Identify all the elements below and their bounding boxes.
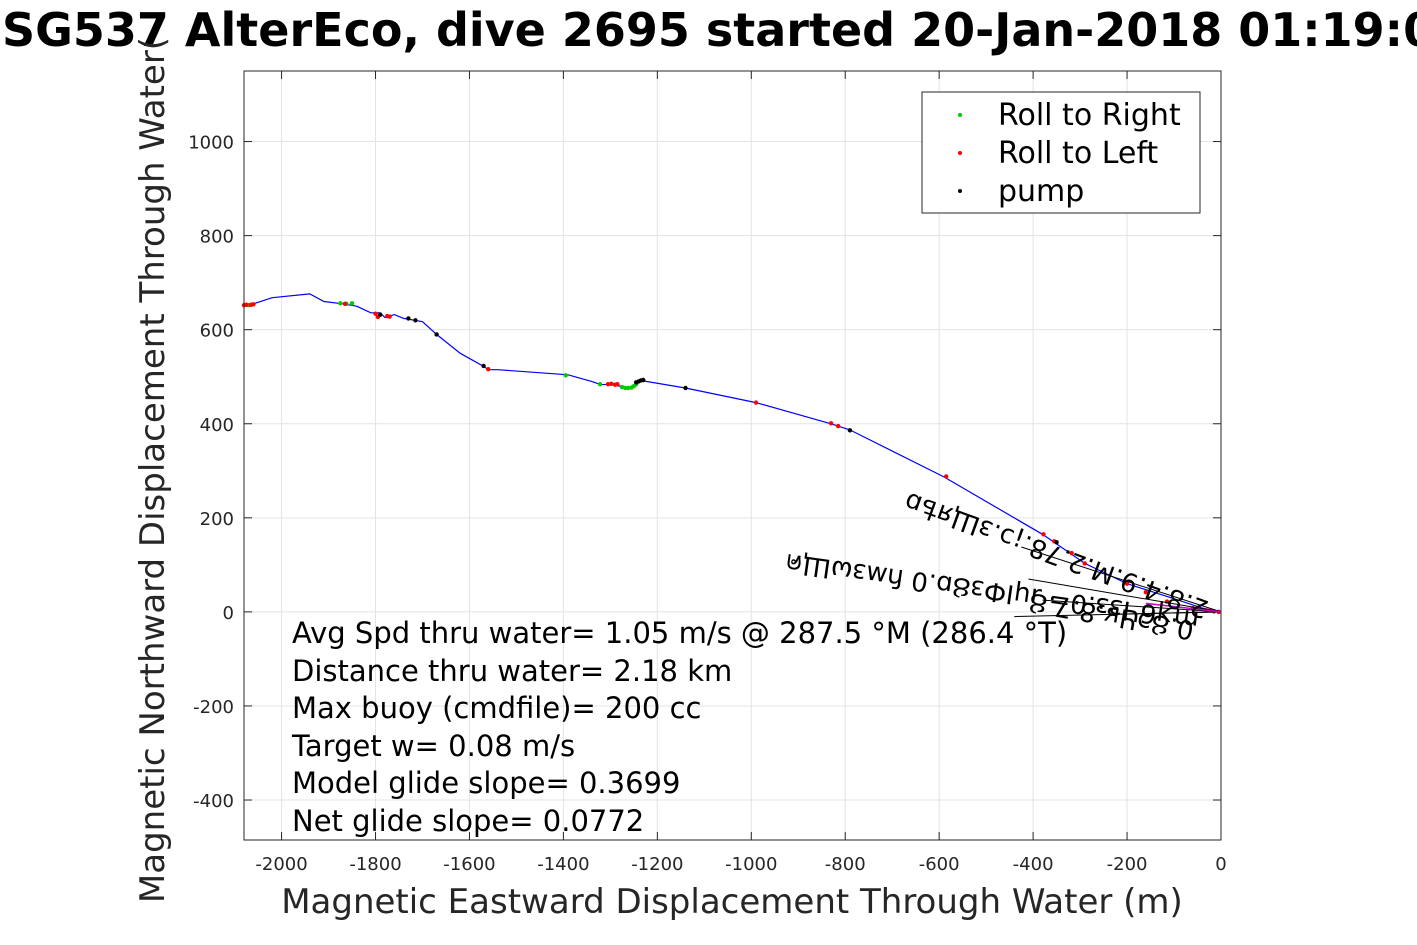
roll-left-point [486, 366, 491, 372]
y-tick-label: -400 [193, 791, 234, 812]
pump-point [434, 332, 439, 337]
pump-point [683, 385, 688, 391]
annotation-block: Avg Spd thru water= 1.05 m/s @ 287.5 °M … [291, 616, 1067, 838]
x-tick-label: -1600 [443, 854, 495, 875]
roll-right-point [563, 373, 568, 378]
y-tick-label: 600 [200, 321, 234, 342]
legend-label-roll-left: Roll to Left [998, 136, 1158, 171]
y-tick-label: 400 [200, 415, 234, 436]
x-tick-label: -1400 [537, 854, 589, 875]
x-tick-label: -2000 [255, 854, 307, 875]
grid-lines [244, 71, 1222, 840]
track-layer [243, 293, 1222, 613]
pump-point [481, 363, 486, 369]
x-tick-label: -400 [1013, 854, 1054, 875]
heading-line [1112, 611, 1222, 615]
roll-left-point [605, 382, 611, 387]
roll-left-point [1124, 581, 1130, 586]
roll-right-point [338, 301, 343, 306]
roll-left-point [342, 301, 348, 307]
roll-left-point [944, 474, 949, 479]
roll-left-point [373, 311, 378, 316]
roll-right-point [597, 382, 603, 387]
roll-right-point [349, 301, 355, 306]
y-tick-label: 0 [223, 603, 234, 624]
x-tick-label: -1000 [725, 854, 777, 875]
x-tick-label: -200 [1107, 854, 1148, 875]
annotation-avg-speed: Avg Spd thru water= 1.05 m/s @ 287.5 °M … [292, 616, 1067, 650]
annotation-distance: Distance thru water= 2.18 km [292, 654, 732, 688]
annotation-model-glide: Model glide slope= 0.3699 [292, 766, 680, 800]
roll-left-point [1069, 550, 1074, 556]
y-tick-label: -200 [193, 697, 234, 718]
x-tick-label: -1800 [349, 854, 401, 875]
x-tick-label: -800 [825, 854, 866, 875]
roll-left-point [615, 382, 620, 387]
legend-label-pump: pump [998, 174, 1084, 209]
x-tick-label: -1200 [631, 854, 683, 875]
legend: Roll to Right Roll to Left pump [921, 91, 1201, 214]
y-tick-label: 800 [200, 227, 234, 248]
pump-point [406, 316, 411, 321]
roll-left-point [1041, 532, 1046, 537]
y-axis-label: Magnetic Northward Displacement Through … [133, 37, 173, 903]
annotation-net-glide: Net glide slope= 0.0772 [292, 804, 644, 838]
x-axis-label: Magnetic Eastward Displacement Through W… [281, 882, 1183, 922]
y-tick-label: 1000 [188, 133, 234, 154]
annotation-target-w: Target w= 0.08 m/s [291, 729, 575, 763]
x-tick-label: -600 [919, 854, 960, 875]
roll-left-point [244, 302, 249, 307]
annotation-max-buoy: Max buoy (cmdfile)= 200 cc [292, 691, 701, 725]
legend-box [921, 91, 1201, 214]
roll-left-point [1082, 561, 1087, 566]
pump-point [413, 318, 418, 323]
y-tick-label: 200 [200, 509, 234, 530]
legend-swatch-roll-right [958, 113, 962, 117]
track-line [243, 293, 1222, 613]
legend-swatch-pump [958, 189, 962, 193]
plot-frame [243, 70, 1222, 841]
pump-point [378, 312, 383, 317]
marker-layer [241, 301, 1221, 615]
chart-title: SG537 AlterEco, dive 2695 started 20-Jan… [2, 3, 1417, 57]
axis-ticks: -2000 -1800 -1600 -1400 -1200 -1000 -800 -600 -4… [188, 71, 1227, 875]
roll-left-point [1143, 589, 1149, 595]
x-tick-label: 0 [1215, 854, 1226, 875]
pump-point [847, 428, 853, 433]
roll-left-point [753, 400, 759, 405]
roll-left-point [251, 302, 256, 307]
current-vector-line [1145, 602, 1222, 613]
roll-right-point [626, 385, 631, 391]
roll-left-point [609, 381, 614, 386]
heading-line [1042, 599, 1222, 613]
heading-line [1028, 578, 1222, 613]
legend-label-roll-right: Roll to Right [998, 98, 1181, 133]
roll-left-point [828, 421, 834, 426]
overlay-lines [1014, 546, 1222, 618]
legend-swatch-roll-left [958, 151, 962, 155]
pump-point [641, 377, 646, 383]
roll-left-point [835, 423, 841, 429]
pump-point [1054, 540, 1059, 545]
roll-left-point [387, 314, 392, 319]
heading-line [1021, 546, 1222, 613]
